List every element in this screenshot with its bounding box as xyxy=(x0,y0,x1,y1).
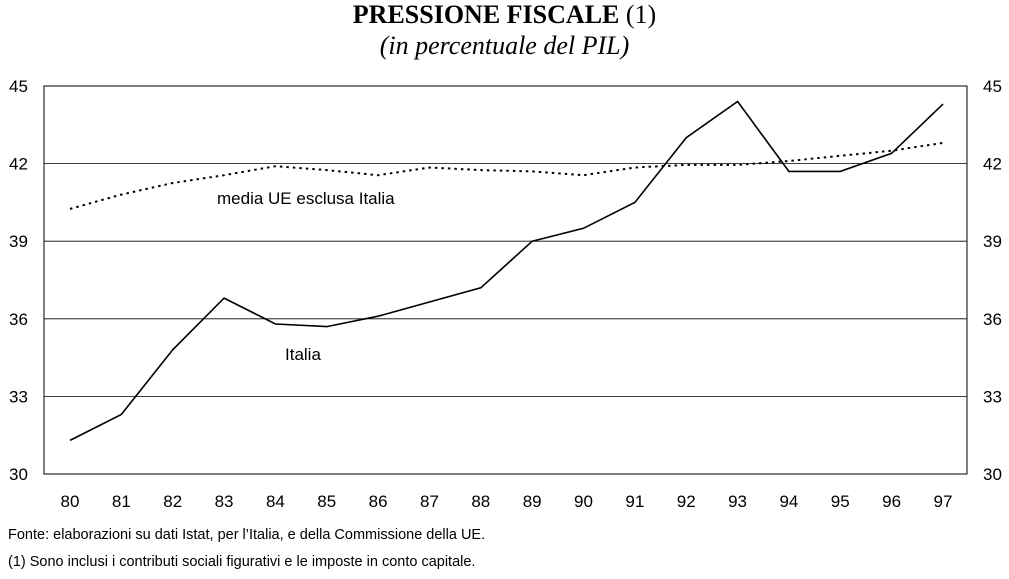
x-tick-label: 88 xyxy=(471,492,490,511)
x-tick-label: 92 xyxy=(677,492,696,511)
y-tick-label-right: 42 xyxy=(983,155,1002,174)
x-tick-label: 96 xyxy=(882,492,901,511)
chart-subtitle: (in percentuale del PIL) xyxy=(379,31,630,60)
y-tick-label-right: 36 xyxy=(983,310,1002,329)
annotation-italia: Italia xyxy=(285,345,321,364)
chart-title: PRESSIONE FISCALE (1) xyxy=(0,0,1009,29)
x-tick-label: 82 xyxy=(163,492,182,511)
gridlines xyxy=(44,163,967,397)
y-tick-label-left: 30 xyxy=(9,465,28,484)
x-tick-label: 89 xyxy=(523,492,542,511)
x-tick-label: 94 xyxy=(779,492,798,511)
x-tick-label: 87 xyxy=(420,492,439,511)
source-note: Fonte: elaborazioni su dati Istat, per l… xyxy=(8,527,486,543)
series-lines xyxy=(69,100,944,442)
series-line-italia xyxy=(69,100,944,442)
x-tick-label: 83 xyxy=(215,492,234,511)
x-tick-label: 80 xyxy=(61,492,80,511)
chart-title-main: PRESSIONE FISCALE xyxy=(352,0,620,29)
plot-area-frame xyxy=(43,85,968,475)
chart-title-suffix: (1) xyxy=(625,0,657,29)
y-tick-label-right: 39 xyxy=(983,232,1002,251)
y-tick-label-left: 42 xyxy=(9,155,28,174)
y-tick-label-right: 30 xyxy=(983,465,1002,484)
x-tick-label: 86 xyxy=(369,492,388,511)
x-tick-label: 93 xyxy=(728,492,747,511)
y-tick-label-left: 33 xyxy=(9,387,28,406)
axis-ticks: 30 30 33 33 36 36 39 39 42 42 45 45 80 81 82 83 84 85 86 87… xyxy=(9,77,1002,511)
y-tick-label-left: 39 xyxy=(9,232,28,251)
x-tick-label: 81 xyxy=(112,492,131,511)
x-tick-label: 91 xyxy=(625,492,644,511)
footnote: (1) Sono inclusi i contributi sociali fi… xyxy=(8,554,476,570)
y-tick-label-left: 36 xyxy=(9,310,28,329)
y-tick-label-right: 45 xyxy=(983,77,1002,96)
y-tick-label-right: 33 xyxy=(983,387,1002,406)
x-tick-label: 90 xyxy=(574,492,593,511)
x-tick-label: 95 xyxy=(831,492,850,511)
y-tick-label-left: 45 xyxy=(9,77,28,96)
x-tick-label: 97 xyxy=(933,492,952,511)
x-tick-label: 85 xyxy=(317,492,336,511)
x-tick-label: 84 xyxy=(266,492,285,511)
annotation-media-ue: media UE esclusa Italia xyxy=(217,189,395,208)
series-line-media-ue xyxy=(69,141,944,210)
